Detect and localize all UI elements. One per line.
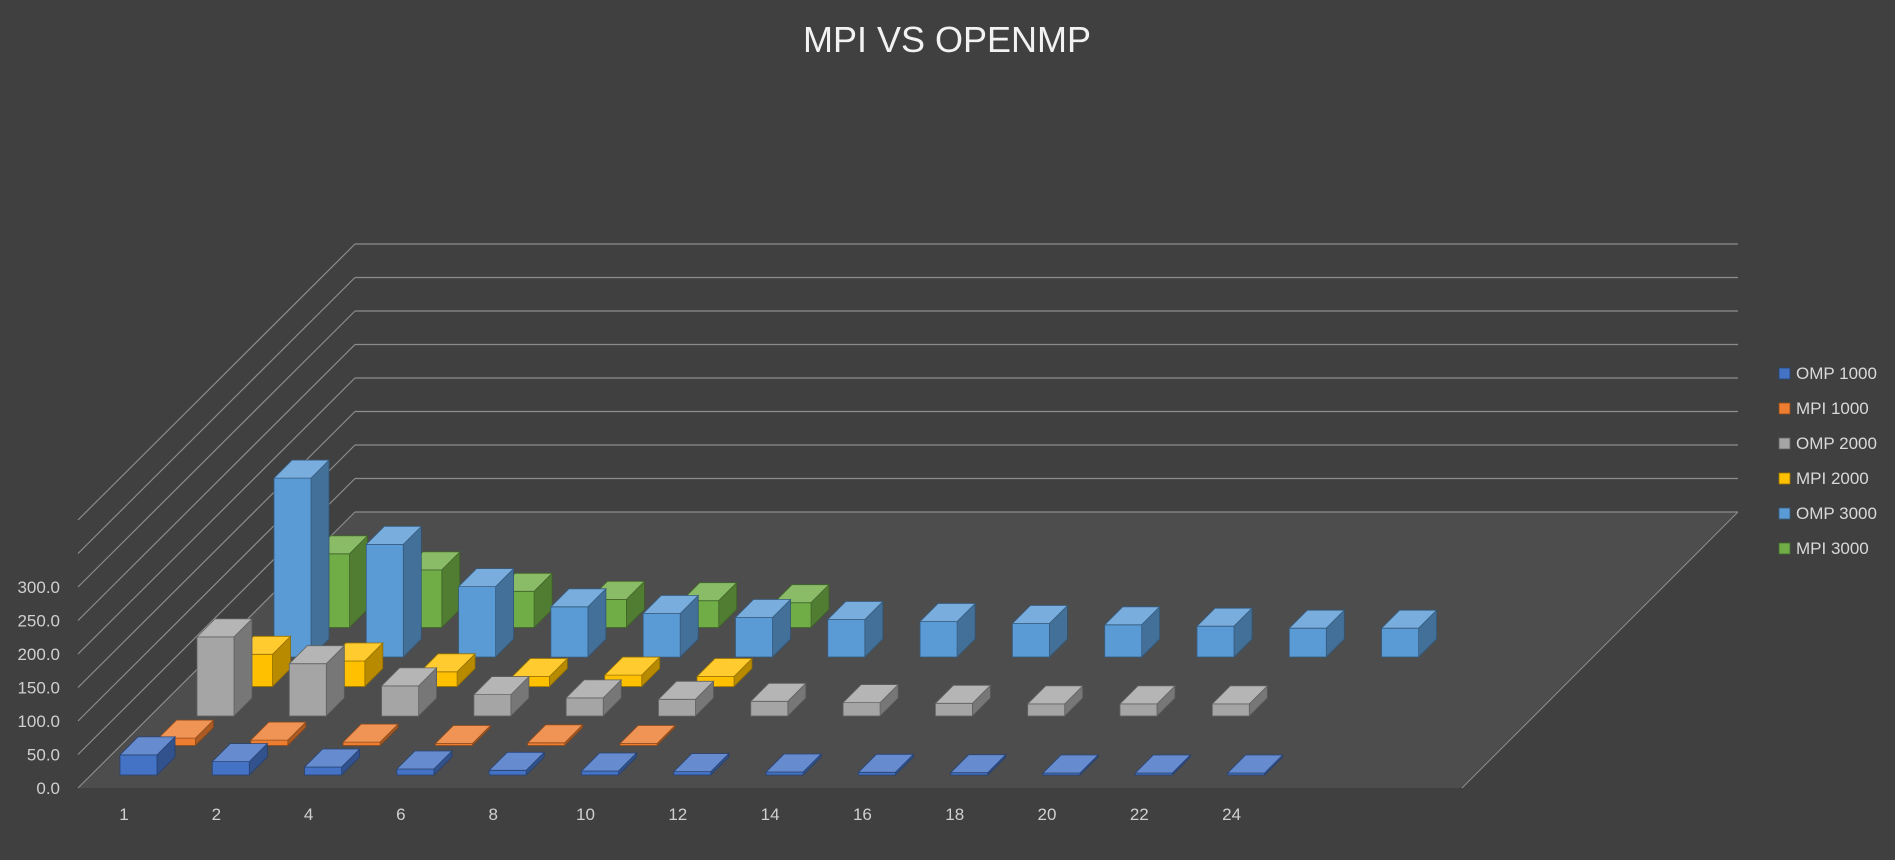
bar-omp-3000-10	[734, 598, 792, 658]
bar-omp-3000-16	[1011, 604, 1069, 658]
bar-omp-1000-12	[672, 752, 730, 776]
bar-omp-1000-10	[580, 752, 638, 776]
x-tick-label: 10	[576, 805, 595, 824]
x-tick-label: 8	[488, 805, 497, 824]
x-tick-label: 4	[304, 805, 313, 824]
bar-omp-1000-4	[303, 748, 361, 776]
legend-label: OMP 3000	[1796, 504, 1877, 523]
x-tick-label: 22	[1130, 805, 1149, 824]
legend-item: OMP 3000	[1778, 504, 1877, 523]
bar-omp-1000-1	[119, 735, 176, 776]
bar-omp-1000-22	[1134, 754, 1192, 776]
bar-omp-3000-20	[1196, 607, 1253, 658]
legend-label: MPI 2000	[1796, 469, 1869, 488]
gridline-left-3	[77, 411, 356, 688]
bar-omp-3000-4	[457, 567, 515, 658]
bar-omp-1000-18	[949, 753, 1007, 776]
bar-mpi-1000-4	[342, 723, 400, 747]
y-tick-label: 50.0	[27, 746, 60, 765]
bar-omp-3000-12	[826, 600, 884, 658]
bar-omp-2000-6	[472, 675, 530, 717]
floor-right-edge	[1461, 511, 1739, 789]
gridline-left-5	[77, 344, 356, 621]
x-tick-label: 24	[1222, 805, 1241, 824]
x-tick-label: 14	[761, 805, 780, 824]
bar-omp-3000-18	[1103, 605, 1161, 658]
legend-label: OMP 2000	[1796, 434, 1877, 453]
x-tick-label: 6	[396, 805, 405, 824]
chart-title: MPI VS OPENMP	[803, 19, 1091, 60]
legend-swatch	[1778, 402, 1791, 415]
legend-item: MPI 3000	[1778, 539, 1869, 558]
bar-omp-1000-6	[395, 750, 453, 776]
bar-omp-1000-24	[1226, 754, 1284, 776]
legend-item: OMP 1000	[1778, 364, 1877, 383]
x-tick-label: 18	[945, 805, 964, 824]
bar-mpi-2000-10	[696, 657, 753, 688]
bar-omp-3000-8	[642, 594, 700, 658]
bar-omp-2000-1	[196, 617, 253, 717]
gridline-left-8	[77, 243, 356, 521]
bar-omp-2000-10	[657, 680, 715, 717]
legend-item: MPI 2000	[1778, 469, 1869, 488]
bar-omp-3000-14	[919, 602, 977, 658]
y-tick-label: 150.0	[17, 679, 60, 698]
bar-omp-2000-4	[380, 666, 438, 717]
gridline-left-4	[77, 377, 356, 655]
bar-omp-2000-16	[934, 684, 992, 717]
x-tick-label: 12	[668, 805, 687, 824]
bar-omp-3000-1	[273, 459, 330, 658]
legend: OMP 1000 MPI 1000 OMP 2000 MPI 2000 OMP 3000…	[1778, 364, 1877, 558]
bar-mpi-1000-1	[157, 719, 215, 747]
bar-mpi-1000-8	[526, 723, 584, 747]
x-tick-label: 2	[212, 805, 221, 824]
x-tick-label: 16	[853, 805, 872, 824]
bar-omp-2000-2	[288, 644, 346, 717]
bar-omp-3000-2	[365, 525, 423, 658]
y-tick-label: 250.0	[17, 612, 60, 631]
legend-swatch	[1778, 507, 1791, 520]
bar-omp-2000-14	[842, 683, 900, 717]
legend-swatch	[1778, 542, 1791, 555]
bar-omp-2000-18	[1026, 684, 1084, 717]
legend-swatch	[1778, 367, 1791, 380]
bar-omp-1000-16	[857, 753, 915, 776]
bar-omp-2000-8	[565, 678, 623, 717]
bar-mpi-1000-2	[249, 721, 307, 747]
bar-mpi-2000-6	[511, 657, 569, 688]
bar-mpi-1000-6	[434, 724, 492, 747]
bar-omp-2000-22	[1211, 684, 1269, 717]
bar-omp-2000-12	[749, 682, 807, 717]
bar-mpi-2000-8	[603, 656, 661, 688]
legend-item: OMP 2000	[1778, 434, 1877, 453]
bar-omp-1000-14	[765, 753, 823, 776]
bar-omp-3000-6	[549, 587, 607, 658]
bar-omp-1000-2	[211, 742, 269, 776]
y-tick-label: 200.0	[17, 645, 60, 664]
gridline-left-7	[77, 277, 356, 554]
y-tick-label: 300.0	[17, 578, 60, 597]
y-tick-label: 0.0	[36, 779, 60, 798]
legend-swatch	[1778, 437, 1791, 450]
legend-label: MPI 3000	[1796, 539, 1869, 558]
legend-swatch	[1778, 472, 1791, 485]
bars	[119, 459, 1438, 776]
x-tick-label: 20	[1038, 805, 1057, 824]
x-tick-label: 1	[119, 805, 128, 824]
legend-item: MPI 1000	[1778, 399, 1869, 418]
bar-omp-3000-22	[1288, 609, 1346, 658]
y-tick-label: 100.0	[17, 712, 60, 731]
bar-omp-1000-20	[1042, 754, 1099, 776]
legend-label: MPI 1000	[1796, 399, 1869, 418]
gridline-left-6	[77, 310, 356, 588]
bar-mpi-1000-10	[619, 724, 676, 747]
bar-omp-3000-24	[1380, 609, 1438, 658]
legend-label: OMP 1000	[1796, 364, 1877, 383]
bar-omp-1000-8	[488, 751, 546, 776]
bar-omp-2000-20	[1119, 684, 1176, 717]
